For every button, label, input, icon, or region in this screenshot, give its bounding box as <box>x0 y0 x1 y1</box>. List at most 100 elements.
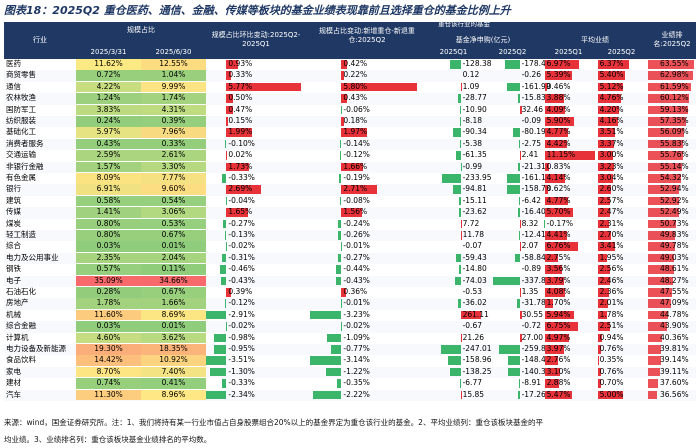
p2-value: 2.51% <box>599 321 624 331</box>
n1-value: -10.90 <box>462 104 487 114</box>
weight-q2: 0.01% <box>141 321 206 332</box>
n1-value: -90.34 <box>462 127 487 137</box>
rank-bar <box>648 231 676 240</box>
p1-bar <box>544 82 547 92</box>
rank-bar <box>648 117 686 126</box>
p2-value: 1.95% <box>599 252 624 262</box>
p1-bar <box>544 379 560 388</box>
p1-bar <box>544 322 579 331</box>
n1-value: -15.11 <box>462 195 487 205</box>
d1-bar <box>220 265 227 274</box>
p1-bar <box>544 390 572 400</box>
p2-value: 3.51% <box>599 127 624 137</box>
weight-q2: 0.39% <box>141 116 206 127</box>
p2-bar <box>597 390 623 400</box>
d1-value: 1.99% <box>228 127 253 137</box>
p2-value: 5.40% <box>599 70 624 80</box>
p1-bar <box>544 162 549 172</box>
table-row: 建材 0.74% 0.41% -0.33% -0.35% -6.77 -8.91 2.88% 0… <box>4 378 696 390</box>
weight-q2: 12.55% <box>141 59 206 70</box>
p2-value: 4.16% <box>599 116 624 125</box>
p1-value: 2.75% <box>546 252 571 262</box>
d2-bar <box>335 276 342 286</box>
table-row: 医药 11.62% 12.55% 0.93% 0.42% -128.38 -178.48 6.… <box>4 59 696 71</box>
table-row: 钢铁 0.57% 0.11% -0.46% -0.44% -14.80 -0.89 3.56%… <box>4 264 696 276</box>
rank-value: 47.55% <box>660 287 689 296</box>
d2-bar <box>327 333 342 343</box>
rank-value: 52.92% <box>660 195 689 205</box>
d2-bar <box>341 82 417 92</box>
p1-value: 5.70% <box>546 207 571 217</box>
p1-bar <box>544 71 572 80</box>
weight-q1: 11.60% <box>76 309 141 321</box>
d1-value: -0.02% <box>228 321 255 331</box>
p1-value: 6.97% <box>546 59 571 68</box>
n1-value: -0.07 <box>462 241 482 251</box>
rank-value: 61.59% <box>660 81 689 91</box>
table-header: 行业 规模占比 2025/3/31 2025/6/30 规模占比环比变动:202… <box>4 20 696 59</box>
rank-value: 55.83% <box>660 138 689 148</box>
n2-value: -16.40 <box>521 207 546 217</box>
weight-q2: 2.04% <box>141 252 206 264</box>
p1-bar <box>544 242 579 251</box>
p1-bar <box>544 299 554 308</box>
rank-bar <box>648 379 659 388</box>
rank-value: 62.98% <box>660 70 689 80</box>
n1-value: 15.85 <box>462 389 485 399</box>
d2-bar <box>341 185 377 194</box>
d2-value: -3.23% <box>343 309 370 319</box>
d1-value: 0.33% <box>228 70 253 80</box>
d2-bar <box>310 356 342 365</box>
d2-bar <box>341 128 367 137</box>
p2-bar <box>597 174 613 183</box>
table-row: 纺织服装 0.24% 0.39% 0.15% 0.18% -8.18 -0.09 5.90% 4… <box>4 116 696 128</box>
d1-value: -2.91% <box>228 309 255 319</box>
rank-bar <box>648 356 661 365</box>
d2-value: -0.08% <box>343 195 370 205</box>
d2-value: -0.01% <box>343 241 370 251</box>
rank-bar <box>648 162 683 172</box>
d1-value: -0.95% <box>228 344 255 353</box>
industry-name: 综合金融 <box>6 321 36 331</box>
rank-value: 50.73% <box>660 218 689 228</box>
p1-value: 4.41% <box>546 230 571 239</box>
d1-bar <box>226 288 232 297</box>
d1-bar <box>222 174 227 183</box>
p1-value: 3.97% <box>546 344 571 353</box>
p1-bar <box>544 117 575 126</box>
p2-bar <box>597 379 602 388</box>
d1-value: -0.27% <box>228 218 255 228</box>
n2-bar <box>508 367 520 377</box>
p1-value: 5.94% <box>546 309 571 319</box>
weight-q1: 6.91% <box>76 184 141 195</box>
weight-q2: 2.61% <box>141 150 206 161</box>
n2-value: 2.41 <box>521 150 539 160</box>
weight-q2: 1.04% <box>141 70 206 81</box>
n1-value: -59.43 <box>462 252 487 262</box>
weight-q1: 4.60% <box>76 332 141 344</box>
p2-value: 0.70% <box>599 378 624 388</box>
weight-q1: 0.80% <box>76 218 141 230</box>
table-row: 交通运输 2.59% 2.61% 0.02% -0.12% -61.35 2.41 11.15… <box>4 150 696 162</box>
p2-bar <box>597 253 608 263</box>
rank-bar <box>648 276 674 286</box>
n2-value: -17.26 <box>521 389 546 399</box>
rank-bar <box>648 60 694 69</box>
d2-value: -2.22% <box>343 389 370 399</box>
d2-bar <box>338 174 342 183</box>
n1-value: -8.18 <box>462 116 482 125</box>
rank-bar <box>648 333 663 343</box>
weight-q1: 0.03% <box>76 241 141 252</box>
footnote-line-2: 均业绩。3、业绩排名列：重仓该板块基金业绩排名的平均数。 <box>4 435 212 444</box>
n1-value: 1.09 <box>462 81 480 91</box>
weight-q1: 3.83% <box>76 104 141 116</box>
table-row: 消费者服务 0.43% 0.33% -0.10% -0.14% -5.38 -2.75 4.4… <box>4 138 696 151</box>
rank-bar <box>648 105 688 115</box>
table-row: 石油石化 0.28% 0.67% 0.39% 0.36% -0.53 1.35 4.08% 2.… <box>4 287 696 299</box>
n2-value: -2.75 <box>521 138 541 148</box>
d2-value: 0.18% <box>343 116 368 125</box>
n2-value: -140.39 <box>521 366 551 376</box>
n2-value: 32.46 <box>521 104 544 114</box>
industry-name: 建筑 <box>6 195 21 205</box>
industry-name: 基础化工 <box>6 127 36 137</box>
